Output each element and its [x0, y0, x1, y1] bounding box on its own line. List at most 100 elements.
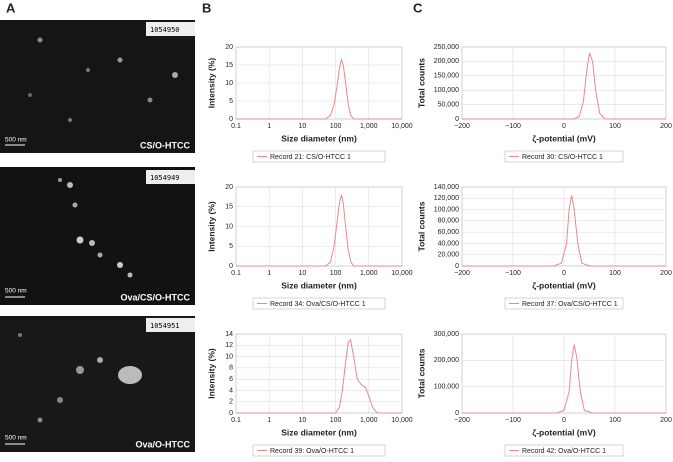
x-tick-label: 0.1	[231, 270, 241, 277]
legend-label: Record 37: Ova/CS/O-HTCC 1	[522, 301, 618, 308]
y-tick-label: 10	[225, 353, 233, 360]
y-tick-label: 20	[225, 184, 233, 191]
x-tick-label: 10,000	[391, 123, 413, 130]
x-tick-label: 10,000	[391, 270, 413, 277]
scale-bar: 500 nm	[5, 137, 27, 144]
x-tick-label: 1,000	[360, 417, 378, 424]
y-tick-label: 10	[225, 223, 233, 230]
x-tick-label: −100	[505, 123, 521, 130]
legend-box	[252, 150, 386, 163]
x-tick-label: 0	[562, 417, 566, 424]
data-line	[462, 344, 666, 414]
y-tick-label: 200,000	[434, 357, 459, 364]
x-tick-label: 1	[267, 270, 271, 277]
y-tick-label: 40,000	[438, 240, 460, 247]
y-tick-label: 15	[225, 204, 233, 211]
y-tick-label: 5	[229, 243, 233, 250]
y-tick-label: 0	[229, 116, 233, 123]
x-tick-label: 200	[660, 417, 672, 424]
data-line	[462, 52, 666, 120]
y-tick-label: 20,000	[438, 252, 460, 259]
chart: −200 −100 0 100 200 0 20,000 40,000 60,000 80,000…	[416, 184, 672, 310]
x-tick-label: 10,000	[391, 417, 413, 424]
y-tick-label: 80,000	[438, 218, 460, 225]
x-tick-label: 0.1	[231, 123, 241, 130]
legend-box	[504, 297, 624, 310]
x-tick-label: 10	[299, 123, 307, 130]
x-tick-label: 100	[609, 123, 621, 130]
y-tick-label: 200,000	[434, 58, 459, 65]
x-tick-label: 100	[609, 417, 621, 424]
y-tick-label: 120,000	[434, 195, 459, 202]
x-tick-label: 1	[267, 123, 271, 130]
x-tick-label: −200	[454, 270, 470, 277]
legend-label: Record 34: Ova/CS/O-HTCC 1	[270, 301, 366, 308]
x-axis-title: Size diameter (nm)	[281, 280, 357, 290]
y-tick-label: 4	[229, 387, 233, 394]
image-stamp: 1054951	[150, 322, 180, 330]
sample-label: Ova/CS/O-HTCC	[120, 292, 190, 302]
scale-bar: 500 nm	[5, 435, 27, 442]
y-tick-label: 0	[229, 410, 233, 417]
x-tick-label: −200	[454, 417, 470, 424]
panel-label: A	[6, 0, 16, 15]
x-axis-title: ζ-potential (mV)	[532, 133, 596, 143]
x-tick-label: 100	[330, 417, 342, 424]
y-tick-label: 8	[229, 365, 233, 372]
chart: −200 −100 0 100 200 0 100,000 200,000 300,000 ζ-p…	[416, 331, 672, 457]
y-tick-label: 15	[225, 62, 233, 69]
x-tick-label: 200	[660, 270, 672, 277]
data-line	[462, 195, 666, 267]
panel-label: B	[202, 0, 211, 15]
data-line	[236, 338, 402, 414]
micrograph: 1054949 500 nm Ova/CS/O-HTCC	[0, 167, 195, 305]
micrograph: 1054950 500 nm CS/O-HTCC	[0, 20, 195, 153]
chart: −200 −100 0 100 200 0 50,000 100,000 150,000 200,…	[416, 44, 672, 163]
chart: 0.1 1 10 100 1,000 10,000 0 5 10 15 20 Size diamete…	[206, 44, 413, 163]
x-tick-label: 10	[299, 417, 307, 424]
y-tick-label: 0	[455, 410, 459, 417]
x-tick-label: 0.1	[231, 417, 241, 424]
legend-label: Record 30: CS/O-HTCC 1	[522, 154, 603, 161]
x-axis-title: Size diameter (nm)	[281, 133, 357, 143]
image-stamp: 1054949	[150, 174, 180, 182]
y-axis-title: Intensity (%)	[206, 58, 216, 109]
chart: 0.1 1 10 100 1,000 10,000 0 2 4 6 8 10 12 14 Size diam…	[206, 331, 413, 457]
x-tick-label: 10	[299, 270, 307, 277]
panel-label: C	[413, 0, 423, 15]
legend-label: Record 42: Ova/O-HTCC 1	[522, 448, 606, 455]
y-axis-title: Total counts	[416, 58, 426, 108]
x-tick-label: 200	[660, 123, 672, 130]
x-tick-label: −100	[505, 417, 521, 424]
y-tick-label: 2	[229, 399, 233, 406]
x-axis-title: ζ-potential (mV)	[532, 280, 596, 290]
y-tick-label: 5	[229, 98, 233, 105]
y-tick-label: 150,000	[434, 73, 459, 80]
legend-box	[252, 297, 386, 310]
micrograph: 1054951 500 nm Ova/O-HTCC	[0, 316, 195, 452]
x-tick-label: −100	[505, 270, 521, 277]
y-tick-label: 0	[455, 116, 459, 123]
y-tick-label: 300,000	[434, 331, 459, 338]
legend-label: Record 21: CS/O-HTCC 1	[270, 154, 351, 161]
y-tick-label: 250,000	[434, 44, 459, 51]
scale-bar: 500 nm	[5, 288, 27, 295]
x-axis-title: Size diameter (nm)	[281, 427, 357, 437]
x-tick-label: 0	[562, 123, 566, 130]
y-axis-title: Intensity (%)	[206, 201, 216, 252]
data-line	[236, 194, 402, 267]
y-tick-label: 100,000	[434, 87, 459, 94]
y-axis-title: Intensity (%)	[206, 348, 216, 399]
legend-box	[252, 444, 386, 457]
sample-label: Ova/O-HTCC	[135, 439, 190, 449]
y-axis-title: Total counts	[416, 201, 426, 251]
x-axis-title: ζ-potential (mV)	[532, 427, 596, 437]
y-tick-label: 100,000	[434, 384, 459, 391]
y-tick-label: 50,000	[438, 101, 460, 108]
y-tick-label: 20	[225, 44, 233, 51]
x-tick-label: 0	[562, 270, 566, 277]
x-tick-label: −200	[454, 123, 470, 130]
y-tick-label: 0	[229, 263, 233, 270]
legend-label: Record 39: Ova/O-HTCC 1	[270, 448, 354, 455]
